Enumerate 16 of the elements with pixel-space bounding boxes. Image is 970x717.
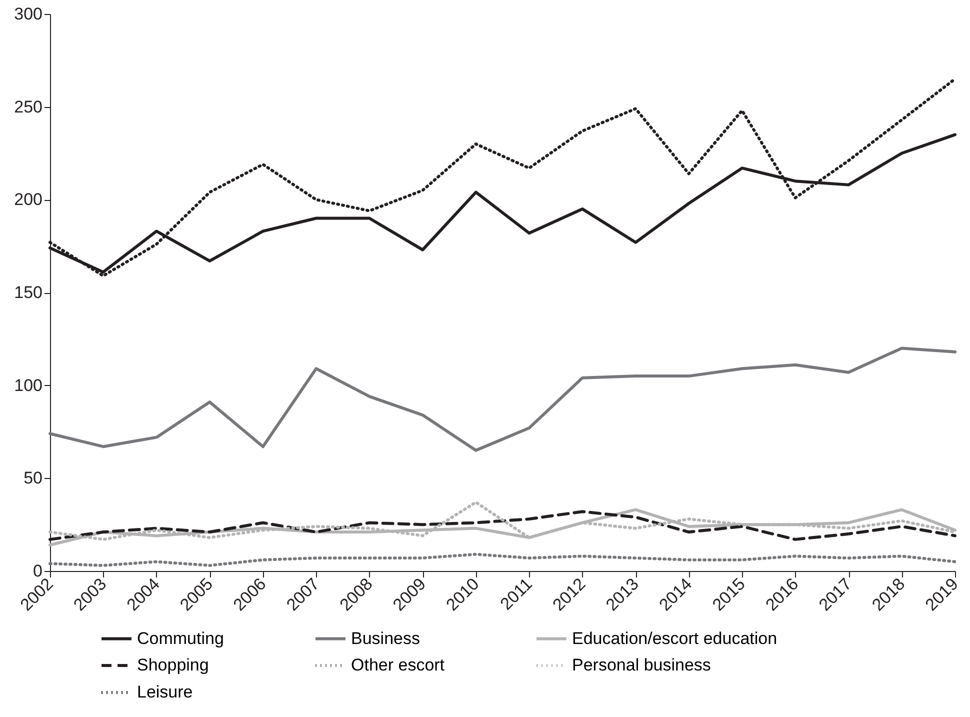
line-series xyxy=(48,552,956,567)
legend-label: Commuting xyxy=(137,628,224,648)
y-tick-label: 0 xyxy=(33,562,42,580)
y-tick-label: 100 xyxy=(14,376,42,395)
legend-label: Business xyxy=(351,628,420,648)
legend-label: Shopping xyxy=(137,656,209,674)
legend-label: Education/escort education xyxy=(572,628,778,648)
y-tick-label: 250 xyxy=(14,97,42,116)
y-tick-label: 200 xyxy=(14,190,42,210)
line-series xyxy=(48,346,956,452)
legend-label: Personal business xyxy=(572,656,711,674)
y-tick-label: 150 xyxy=(14,283,42,302)
legend-label: Leisure xyxy=(137,682,193,702)
y-tick-label: 300 xyxy=(14,4,42,24)
y-tick-label: 50 xyxy=(24,468,42,488)
legend-label: Other escort xyxy=(351,656,445,674)
